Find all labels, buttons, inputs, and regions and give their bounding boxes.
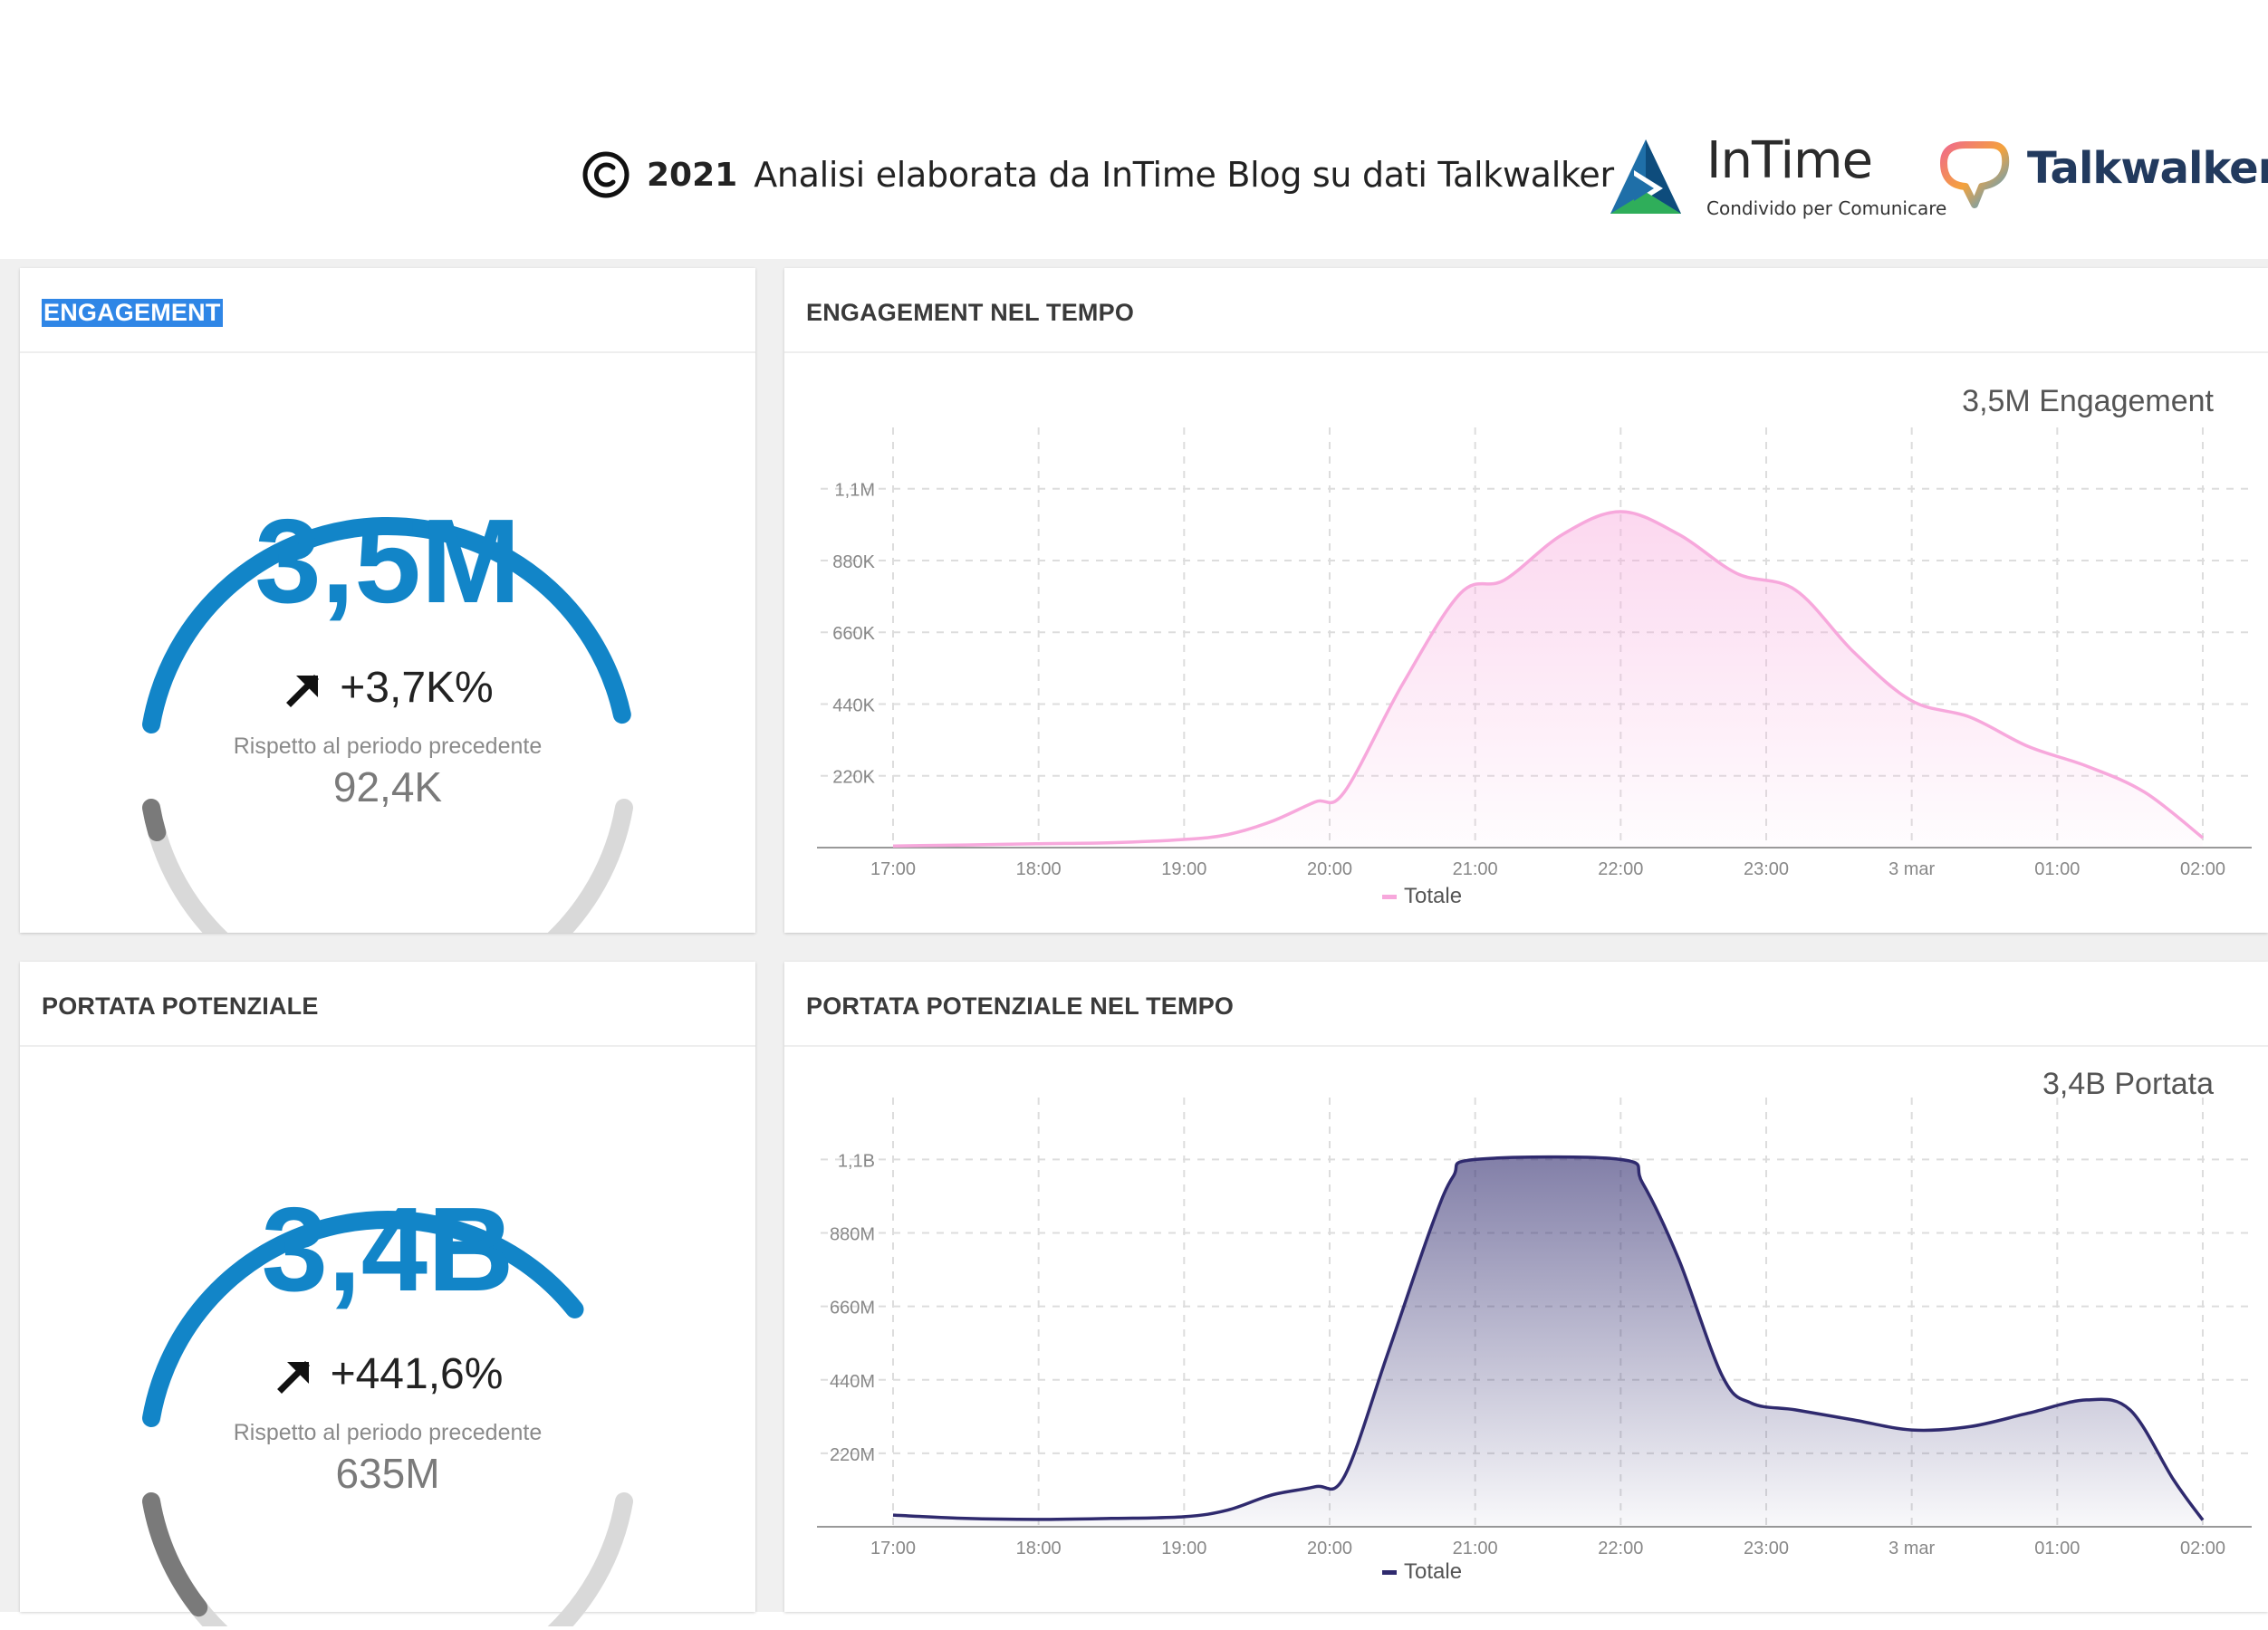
credit-text: Analisi elaborata da InTime Blog su dati… xyxy=(754,155,1614,195)
x-tick-label: 19:00 xyxy=(1161,1539,1206,1558)
x-tick-label: 23:00 xyxy=(1744,859,1789,879)
talkwalker-logo-icon xyxy=(1940,141,2010,208)
dashboard: ENGAGEMENT 3,5M +3,7K% Rispetto al perio… xyxy=(0,259,2268,1626)
y-tick-label: 1,1B xyxy=(838,1151,875,1171)
y-tick-label: 880M xyxy=(830,1225,875,1245)
arrow-up-right-icon xyxy=(276,1360,310,1394)
reach-time-panel: PORTATA POTENZIALE NEL TEMPO 3,4B Portat… xyxy=(784,962,2268,1612)
y-tick-label: 660M xyxy=(830,1299,875,1318)
engagement-change-text: +3,7K% xyxy=(340,664,494,712)
legend-swatch xyxy=(1382,894,1397,899)
panel-divider xyxy=(784,1045,2268,1047)
x-tick-label: 17:00 xyxy=(870,1539,916,1558)
legend-swatch xyxy=(1382,1569,1397,1575)
y-tick-label: 440M xyxy=(830,1372,875,1392)
reach-title: PORTATA POTENZIALE xyxy=(42,992,319,1020)
reach-change-text: +441,6% xyxy=(330,1350,504,1398)
x-tick-label: 19:00 xyxy=(1161,859,1206,879)
intime-tagline: Condivido per Comunicare xyxy=(1706,197,1947,219)
x-tick-label: 02:00 xyxy=(2180,859,2225,879)
gauge-current-arc xyxy=(142,517,631,734)
credit-year: 2021 xyxy=(647,156,738,194)
engagement-time-chart: 220K 440K 660K 880K 1,1M 17:00 18:00 19:00 20:00… xyxy=(817,427,2252,879)
engagement-legend[interactable]: Totale xyxy=(1382,884,1462,909)
intime-logo-icon xyxy=(1610,139,1681,214)
panel-divider xyxy=(20,1045,755,1047)
y-tick-label: 1,1M xyxy=(835,481,875,501)
arrow-up-right-icon xyxy=(286,674,320,707)
x-tick-label: 22:00 xyxy=(1598,859,1643,879)
x-tick-label: 21:00 xyxy=(1453,1539,1498,1558)
x-tick-label: 20:00 xyxy=(1307,1539,1352,1558)
y-tick-label: 220M xyxy=(830,1445,875,1465)
y-tick-label: 220K xyxy=(832,768,875,788)
intime-brand-name: InTime xyxy=(1706,131,1873,190)
engagement-title[interactable]: ENGAGEMENT xyxy=(42,299,223,327)
series-area-totale xyxy=(893,1156,2203,1527)
engagement-time-title: ENGAGEMENT NEL TEMPO xyxy=(806,299,1135,326)
x-tick-label: 3 mar xyxy=(1888,1539,1935,1558)
reach-time-title: PORTATA POTENZIALE NEL TEMPO xyxy=(806,992,1235,1020)
x-tick-label: 18:00 xyxy=(1016,859,1062,879)
x-tick-label: 20:00 xyxy=(1307,859,1352,879)
engagement-previous-value: 92,4K xyxy=(332,763,443,810)
series-line-totale xyxy=(892,1155,2205,1521)
gauge-previous-arc xyxy=(142,1492,208,1617)
talkwalker-brand-name: Talkwalker xyxy=(2027,143,2268,194)
reach-gauge xyxy=(142,1211,633,1626)
reach-compare-label: Rispetto al periodo precedente xyxy=(233,1420,543,1445)
x-tick-label: 21:00 xyxy=(1453,859,1498,879)
gauge-track xyxy=(142,799,633,933)
y-tick-label: 440K xyxy=(832,695,875,715)
engagement-panel: ENGAGEMENT 3,5M +3,7K% Rispetto al perio… xyxy=(20,268,755,933)
x-tick-label: 02:00 xyxy=(2180,1539,2225,1558)
x-tick-label: 01:00 xyxy=(2034,1539,2080,1558)
engagement-change: +3,7K% xyxy=(20,663,755,713)
x-tick-label: 18:00 xyxy=(1016,1539,1062,1558)
legend-label: Totale xyxy=(1404,884,1463,908)
reach-change: +441,6% xyxy=(20,1349,755,1399)
reach-previous-value: 635M xyxy=(335,1450,440,1497)
reach-panel: PORTATA POTENZIALE 3,4B +441,6% Rispetto… xyxy=(20,962,755,1626)
engagement-gauge xyxy=(142,517,633,933)
reach-time-chart: 220M 440M 660M 880M 1,1B 17:00 18:00 19:00 20:00… xyxy=(817,1098,2252,1558)
engagement-compare-label: Rispetto al periodo precedente xyxy=(233,734,543,759)
report-header: 2021 Analisi elaborata da InTime Blog su… xyxy=(0,0,2268,259)
gauge-previous-arc xyxy=(142,799,167,841)
engagement-value: 3,5M xyxy=(255,494,521,628)
x-tick-label: 3 mar xyxy=(1888,859,1935,879)
credit-line: 2021 Analisi elaborata da InTime Blog su… xyxy=(581,143,1614,206)
legend-label: Totale xyxy=(1404,1559,1463,1584)
reach-value: 3,4B xyxy=(261,1183,514,1316)
copyright-icon xyxy=(582,151,629,198)
panel-divider xyxy=(20,351,755,353)
gauge-current-arc xyxy=(142,1211,584,1427)
y-tick-label: 660K xyxy=(832,624,875,644)
engagement-total-label: 3,5M Engagement xyxy=(1962,384,2214,418)
x-tick-label: 22:00 xyxy=(1598,1539,1643,1558)
series-line-totale xyxy=(892,510,2205,848)
reach-legend[interactable]: Totale xyxy=(1382,1559,1462,1585)
x-tick-label: 23:00 xyxy=(1744,1539,1789,1558)
y-tick-label: 880K xyxy=(832,552,875,572)
panel-divider xyxy=(784,351,2268,353)
x-tick-label: 01:00 xyxy=(2034,859,2080,879)
gauge-track xyxy=(142,1492,633,1626)
series-area-totale xyxy=(893,512,2203,848)
x-tick-label: 17:00 xyxy=(870,859,916,879)
reach-total-label: 3,4B Portata xyxy=(2042,1067,2214,1101)
engagement-time-panel: ENGAGEMENT NEL TEMPO 3,5M Engagement 220… xyxy=(784,268,2268,933)
